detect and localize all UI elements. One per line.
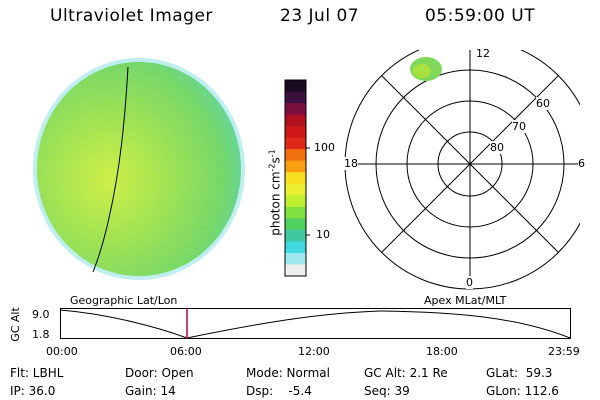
- polar-grid: [344, 50, 580, 290]
- instrument-title: Ultraviolet Imager: [50, 6, 213, 26]
- timeline-x-1800: 18:00: [426, 345, 458, 358]
- disk-noise: [37, 62, 241, 276]
- colorbar-band: [285, 137, 306, 150]
- time-label: 05:59:00 UT: [425, 6, 536, 26]
- timeline-y-bottom: 1.8: [32, 328, 50, 341]
- polar-mlt-6: 6: [578, 157, 585, 170]
- polar-mlt-0: 0: [466, 276, 473, 289]
- colorbar-band: [285, 229, 306, 242]
- info-ip: IP: 36.0: [10, 384, 56, 398]
- timeline-axis-label: GC Alt: [8, 307, 22, 342]
- info-glat: GLat: 59.3: [486, 366, 553, 380]
- info-gain: Gain: 14: [125, 384, 176, 398]
- colorbar-band: [285, 241, 306, 254]
- timeline-x-2359: 23:59: [548, 345, 580, 358]
- colorbar-band: [285, 206, 306, 219]
- colorbar-unit-label: photon cm-2s-1: [267, 149, 283, 236]
- colorbar-band: [285, 80, 306, 93]
- colorbar-band: [285, 160, 306, 173]
- colorbar-band: [285, 126, 306, 139]
- colorbar-band: [285, 195, 306, 208]
- timeline-x-0000: 00:00: [46, 345, 78, 358]
- colorbar-band: [285, 103, 306, 116]
- polar-lat-60: 60: [536, 97, 550, 110]
- colorbar-band: [285, 183, 306, 196]
- info-filter: Flt: LBHL: [10, 366, 64, 380]
- orbit-altitude-plot: [60, 308, 571, 339]
- polar-lat-80: 80: [490, 141, 504, 154]
- polar-lat-70: 70: [512, 120, 526, 133]
- polar-mlt-18: 18: [344, 157, 358, 170]
- timeline-x-0600: 06:00: [170, 345, 202, 358]
- terminator-line: [92, 66, 129, 273]
- colorbar-band: [285, 252, 306, 265]
- colorbar-band: [285, 172, 306, 185]
- colorbar-tick-100: 100: [314, 141, 335, 154]
- timeline-right-title: Apex MLat/MLT: [424, 294, 507, 307]
- info-seq: Seq: 39: [364, 384, 410, 398]
- colorbar: [284, 79, 310, 277]
- earth-disk-image: [33, 58, 245, 280]
- timeline-left-title: Geographic Lat/Lon: [70, 294, 178, 307]
- polar-mlt-12: 12: [476, 47, 490, 60]
- colorbar-band: [285, 218, 306, 231]
- info-door: Door: Open: [125, 366, 194, 380]
- info-mode: Mode: Normal: [246, 366, 330, 380]
- info-gc-alt: GC Alt: 2.1 Re: [364, 366, 448, 380]
- colorbar-band: [285, 91, 306, 104]
- colorbar-band: [285, 114, 306, 127]
- colorbar-tick-10: 10: [316, 228, 330, 241]
- date-label: 23 Jul 07: [280, 6, 360, 26]
- timeline-x-1200: 12:00: [298, 345, 330, 358]
- colorbar-band: [285, 149, 306, 162]
- info-dsp: Dsp: -5.4: [246, 384, 312, 398]
- colorbar-band: [285, 264, 306, 277]
- timeline-y-top: 9.0: [32, 308, 50, 321]
- info-glon: GLon: 112.6: [486, 384, 559, 398]
